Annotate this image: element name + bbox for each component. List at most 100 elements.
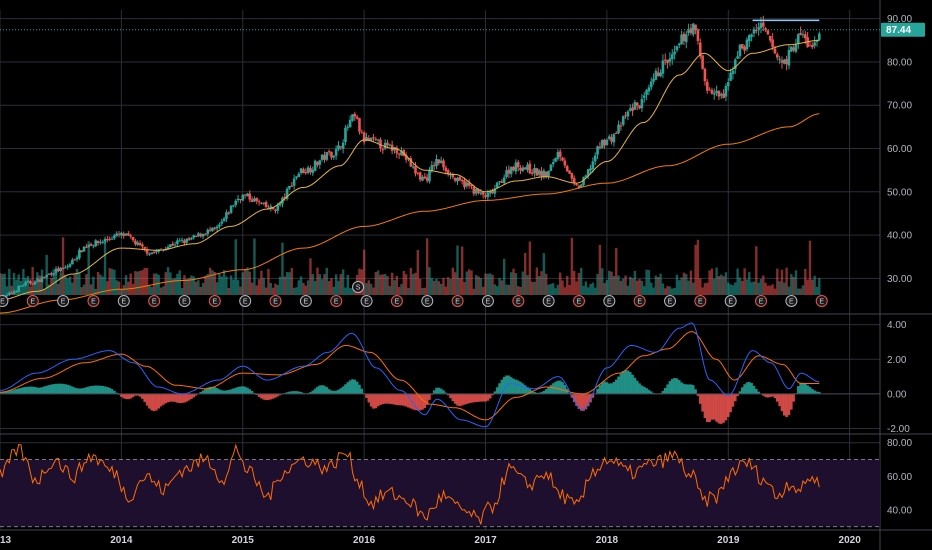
candle[interactable] bbox=[472, 186, 476, 194]
candle[interactable] bbox=[628, 108, 632, 111]
candle[interactable] bbox=[243, 194, 247, 196]
candle[interactable] bbox=[750, 34, 753, 37]
candle[interactable] bbox=[694, 24, 697, 31]
candle[interactable] bbox=[509, 167, 513, 174]
candle[interactable] bbox=[134, 240, 137, 245]
candle[interactable] bbox=[736, 56, 739, 59]
candle[interactable] bbox=[108, 238, 112, 240]
candle[interactable] bbox=[491, 190, 494, 194]
candle[interactable] bbox=[31, 283, 34, 285]
candle[interactable] bbox=[372, 137, 375, 139]
candle[interactable] bbox=[745, 39, 749, 50]
candle[interactable] bbox=[143, 246, 147, 249]
earnings-marker[interactable] bbox=[421, 295, 434, 307]
candle[interactable] bbox=[521, 167, 525, 171]
candle[interactable] bbox=[484, 195, 487, 197]
candle[interactable] bbox=[99, 242, 102, 244]
candle[interactable] bbox=[288, 185, 291, 189]
candle[interactable] bbox=[220, 221, 224, 224]
candle[interactable] bbox=[717, 90, 721, 97]
candle[interactable] bbox=[404, 155, 408, 160]
candle[interactable] bbox=[234, 200, 238, 206]
candle[interactable] bbox=[568, 170, 571, 174]
candle[interactable] bbox=[617, 124, 620, 134]
candle[interactable] bbox=[677, 43, 681, 46]
candle[interactable] bbox=[416, 172, 420, 174]
candle[interactable] bbox=[52, 273, 55, 275]
candle[interactable] bbox=[43, 276, 46, 278]
candle[interactable] bbox=[89, 244, 93, 246]
earnings-marker[interactable] bbox=[148, 295, 161, 307]
candle[interactable] bbox=[5, 295, 9, 297]
candle[interactable] bbox=[386, 142, 389, 146]
candle[interactable] bbox=[526, 164, 529, 171]
candle[interactable] bbox=[323, 154, 326, 160]
candle[interactable] bbox=[194, 235, 198, 237]
candle[interactable] bbox=[33, 281, 37, 285]
candle[interactable] bbox=[38, 279, 41, 282]
candle[interactable] bbox=[229, 205, 233, 213]
candle[interactable] bbox=[603, 139, 606, 146]
candle[interactable] bbox=[290, 185, 294, 187]
candle[interactable] bbox=[304, 172, 308, 174]
candle[interactable] bbox=[428, 170, 431, 182]
candle[interactable] bbox=[435, 158, 438, 167]
candle[interactable] bbox=[127, 233, 130, 236]
earnings-marker[interactable] bbox=[572, 295, 585, 307]
candle[interactable] bbox=[411, 166, 415, 168]
candle[interactable] bbox=[682, 33, 686, 41]
candle[interactable] bbox=[743, 46, 746, 51]
candle[interactable] bbox=[575, 184, 578, 186]
candle[interactable] bbox=[311, 169, 315, 173]
candle[interactable] bbox=[353, 113, 357, 117]
candle[interactable] bbox=[584, 175, 588, 178]
candle[interactable] bbox=[40, 277, 44, 282]
candle[interactable] bbox=[355, 116, 359, 119]
candle[interactable] bbox=[757, 27, 760, 30]
candle[interactable] bbox=[409, 158, 413, 167]
candle[interactable] bbox=[313, 160, 317, 171]
candle[interactable] bbox=[285, 188, 289, 199]
earnings-marker[interactable] bbox=[542, 295, 555, 307]
candle[interactable] bbox=[670, 54, 674, 60]
candle[interactable] bbox=[344, 127, 347, 143]
candle[interactable] bbox=[666, 59, 669, 64]
candle[interactable] bbox=[668, 58, 672, 62]
candle[interactable] bbox=[607, 136, 611, 139]
candle[interactable] bbox=[316, 161, 319, 166]
earnings-marker[interactable] bbox=[755, 295, 768, 307]
candle[interactable] bbox=[92, 245, 95, 247]
candle[interactable] bbox=[337, 145, 340, 150]
candle[interactable] bbox=[561, 157, 564, 161]
candle[interactable] bbox=[794, 44, 798, 52]
candle[interactable] bbox=[346, 126, 350, 128]
candle[interactable] bbox=[215, 226, 219, 229]
candle[interactable] bbox=[262, 202, 266, 204]
candle[interactable] bbox=[94, 240, 98, 247]
candle[interactable] bbox=[15, 291, 18, 293]
candle[interactable] bbox=[773, 48, 777, 54]
candle[interactable] bbox=[792, 47, 795, 51]
candle[interactable] bbox=[621, 116, 625, 125]
candle[interactable] bbox=[514, 162, 518, 172]
candle[interactable] bbox=[708, 89, 711, 91]
candle[interactable] bbox=[689, 28, 693, 33]
earnings-marker[interactable] bbox=[0, 295, 9, 307]
candle[interactable] bbox=[388, 144, 392, 146]
earnings-marker[interactable] bbox=[360, 295, 373, 307]
candle[interactable] bbox=[421, 176, 424, 181]
candle[interactable] bbox=[407, 158, 410, 160]
candle[interactable] bbox=[369, 137, 373, 141]
candle[interactable] bbox=[197, 233, 200, 237]
candle[interactable] bbox=[19, 286, 23, 288]
candle[interactable] bbox=[523, 167, 527, 170]
candle[interactable] bbox=[145, 249, 149, 254]
candle[interactable] bbox=[582, 177, 585, 185]
candle[interactable] bbox=[425, 177, 429, 181]
candle[interactable] bbox=[738, 44, 742, 57]
candle[interactable] bbox=[87, 244, 91, 247]
candle[interactable] bbox=[498, 181, 501, 183]
candle[interactable] bbox=[804, 34, 807, 39]
candle[interactable] bbox=[626, 111, 630, 117]
